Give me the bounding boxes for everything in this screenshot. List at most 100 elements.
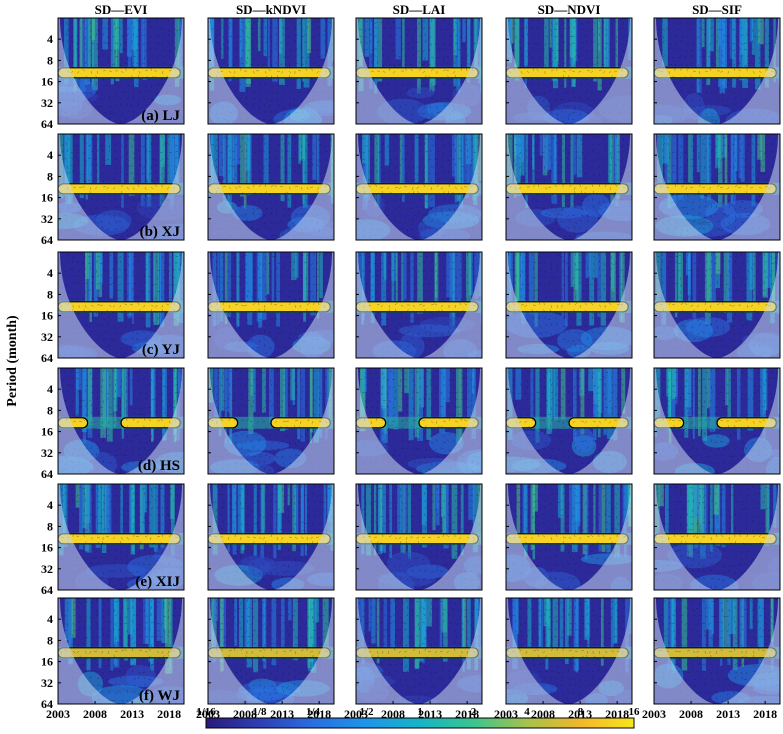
phase-arrow [102,77,105,81]
phase-arrow [276,325,279,329]
coherence-streak [102,18,109,50]
phase-arrow [554,207,558,210]
phase-arrow [585,49,588,53]
phase-arrow [406,276,410,280]
phase-arrow [299,21,302,25]
phase-arrow [592,262,596,266]
wavelet-panel [505,17,633,125]
phase-arrow [244,40,248,44]
phase-arrow [448,198,452,202]
phase-arrow [532,42,536,45]
phase-arrow [262,118,266,121]
phase-arrow [88,157,92,160]
phase-arrow [78,186,82,189]
phase-arrow [96,91,100,95]
phase-arrow [404,186,408,188]
phase-arrow [132,346,136,349]
coherence-streak [403,252,407,300]
phase-arrow [726,26,730,30]
coherence-streak [534,252,538,327]
phase-arrow [562,41,566,44]
phase-arrow [598,165,600,169]
phase-arrow [410,69,414,72]
coherence-streak [715,134,721,169]
phase-arrow [131,40,134,44]
phase-arrow [288,70,292,74]
wavelet-panel [653,17,781,125]
phase-arrow [721,151,724,155]
phase-arrow [233,260,236,264]
phase-arrow [375,198,378,202]
phase-arrow [222,61,226,65]
phase-arrow [538,269,542,271]
phase-arrow [106,158,110,161]
phase-arrow [586,56,589,60]
phase-arrow [466,156,468,160]
phase-arrow [542,21,546,25]
phase-arrow [274,283,278,287]
phase-arrow [294,332,298,336]
phase-arrow [382,158,386,161]
phase-arrow [114,119,118,123]
phase-arrow [430,260,434,264]
phase-arrow [137,112,140,116]
phase-arrow [268,283,272,287]
phase-arrow [604,193,607,197]
phase-arrow [466,137,468,141]
coherence-streak [452,252,456,315]
phase-arrow [442,254,446,257]
phase-arrow [388,269,390,273]
phase-arrow [738,63,742,65]
coherence-streak [414,134,419,183]
phase-arrow [410,311,414,314]
phase-arrow [708,186,712,190]
phase-arrow [428,63,432,66]
cone-of-influence [506,134,632,240]
coherence-streak [468,134,473,194]
phase-arrow [324,253,327,257]
phase-arrow [591,184,594,188]
phase-arrow [234,143,238,146]
phase-arrow [358,254,362,257]
phase-arrow [406,151,409,155]
phase-arrow [610,156,613,160]
phase-arrow [574,96,576,100]
phase-arrow [394,255,398,259]
phase-arrow [548,42,552,45]
coherence-streak [366,134,370,201]
phase-arrow [538,212,542,216]
phase-arrow [448,260,451,264]
phase-arrow [263,337,266,341]
coherence-streak [688,134,692,183]
phase-arrow [405,68,408,72]
phase-arrow [142,34,146,37]
phase-arrow [268,193,272,196]
phase-arrow [585,253,588,257]
phase-arrow [548,255,552,259]
phase-arrow [746,62,750,65]
phase-arrow [258,283,261,287]
column-title: SD—SIF [692,2,742,17]
phase-arrow [476,136,480,139]
phase-arrow [660,48,664,51]
phase-arrow [252,192,256,195]
phase-arrow [556,172,560,174]
phase-arrow [448,177,452,181]
phase-arrow [708,98,712,102]
phase-arrow [549,219,552,223]
wavelet-panel [57,17,185,125]
phase-arrow [680,40,683,44]
phase-arrow [568,193,571,197]
phase-arrow [550,200,552,204]
phase-arrow [386,207,390,211]
phase-arrow [294,151,297,155]
phase-arrow [399,137,402,141]
phase-arrow [604,253,606,257]
phase-arrow [430,68,434,72]
phase-arrow [603,288,606,292]
coherence-streak [703,134,710,187]
phase-arrow [96,28,99,32]
phase-arrow [376,61,378,65]
phase-arrow [446,69,450,72]
phase-arrow [530,83,534,86]
